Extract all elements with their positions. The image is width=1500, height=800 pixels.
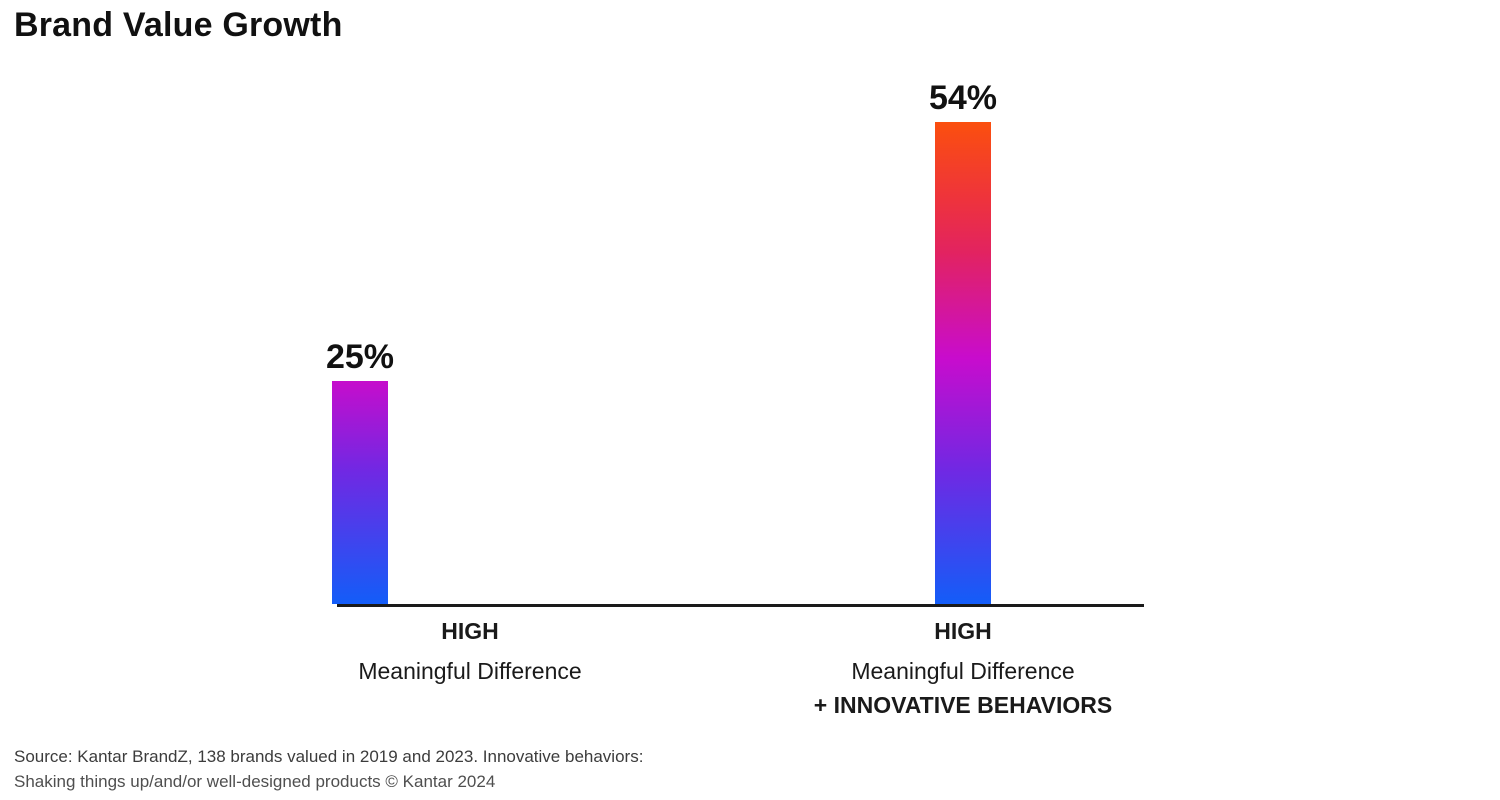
x-axis-baseline bbox=[337, 604, 1144, 607]
bar-group-1: 54% bbox=[853, 0, 1073, 604]
bar-value-label: 25% bbox=[325, 338, 395, 376]
x-label-line: Meaningful Difference bbox=[358, 658, 582, 684]
x-label-line: HIGH bbox=[441, 618, 499, 644]
source-line-2: Shaking things up/and/or well-designed p… bbox=[14, 772, 496, 791]
x-label-0: HIGH Meaningful Difference bbox=[250, 614, 690, 688]
x-label-1: HIGH Meaningful Difference + INNOVATIVE BE… bbox=[743, 614, 1183, 722]
x-label-line: Meaningful Difference bbox=[851, 658, 1075, 684]
x-label-line: + INNOVATIVE BEHAVIORS bbox=[813, 692, 1113, 718]
source-line-1: Source: Kantar BrandZ, 138 brands valued… bbox=[14, 747, 644, 766]
bar-group-0: 25% bbox=[250, 0, 470, 604]
x-label-line: HIGH bbox=[934, 618, 992, 644]
chart-title: Brand Value Growth bbox=[14, 6, 343, 44]
bar-value-label: 54% bbox=[928, 79, 998, 117]
bar-0 bbox=[332, 381, 388, 604]
source-note: Source: Kantar BrandZ, 138 brands valued… bbox=[14, 744, 643, 794]
bar-1 bbox=[935, 122, 991, 604]
